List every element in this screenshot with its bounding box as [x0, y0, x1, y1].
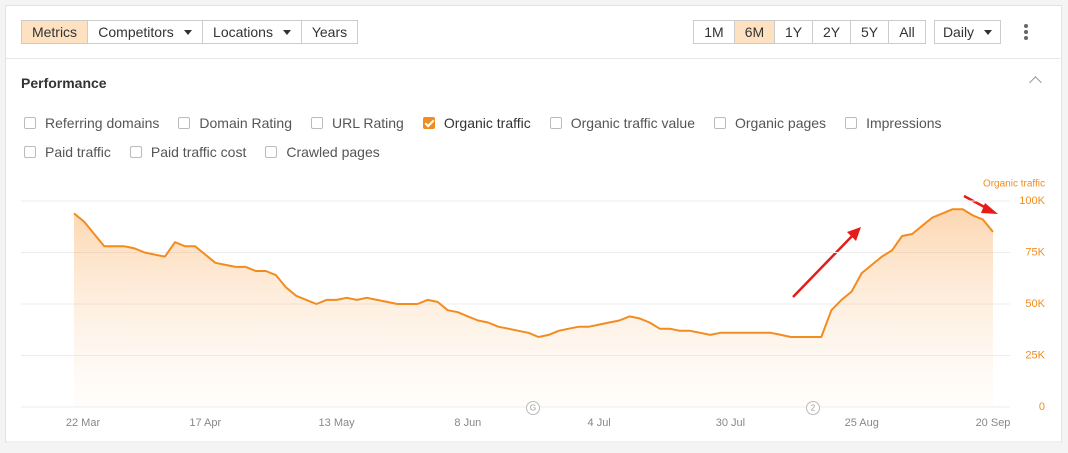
metric-checkbox[interactable]: Organic traffic value	[549, 114, 695, 132]
panel-title: Performance	[21, 75, 107, 91]
checkbox-label: Paid traffic	[45, 144, 111, 160]
dot	[1024, 36, 1028, 40]
checkbox-box	[129, 146, 142, 158]
checkbox-label: Referring domains	[45, 115, 160, 131]
checkbox-label: URL Rating	[332, 115, 404, 131]
checkbox-box	[265, 146, 278, 158]
checkbox-box	[178, 117, 191, 129]
dot	[1024, 24, 1028, 28]
y-tick-label: 25K	[1025, 349, 1045, 361]
checkbox-box	[845, 117, 858, 129]
tab-label: Years	[311, 24, 348, 40]
y-tick-label: 75K	[1025, 246, 1045, 258]
range-button[interactable]: 2Y	[812, 20, 851, 44]
x-tick-label: 30 Jul	[716, 417, 745, 429]
y-tick-label: 0	[1039, 401, 1045, 413]
interval-dropdown[interactable]: Daily	[934, 20, 1001, 44]
interval-label: Daily	[942, 24, 975, 40]
y-axis-title: Organic traffic	[983, 179, 1045, 190]
event-marker	[806, 401, 820, 415]
range-label: 1Y	[784, 24, 803, 40]
metric-checkbox[interactable]: Paid traffic cost	[129, 143, 247, 161]
tab-button[interactable]: Locations	[202, 20, 302, 44]
x-tick-label: 17 Apr	[189, 417, 221, 429]
checkbox-box	[24, 117, 36, 129]
range-button[interactable]: 5Y	[850, 20, 889, 44]
x-tick-label: 25 Aug	[845, 417, 879, 429]
metric-checkbox[interactable]: Crawled pages	[265, 143, 380, 161]
tab-button[interactable]: Years	[301, 20, 358, 44]
y-tick-label: 50K	[1025, 298, 1045, 310]
checkbox-label: Domain Rating	[199, 115, 292, 131]
dropdown-caret	[282, 29, 291, 35]
separator	[6, 58, 1060, 59]
y-tick-label: 100K	[1019, 195, 1045, 207]
tab-button[interactable]: Competitors	[87, 20, 203, 44]
checkbox-label: Organic traffic	[443, 115, 531, 131]
tab-button[interactable]: Metrics	[21, 20, 88, 44]
tab-label: Metrics	[31, 24, 78, 40]
checkbox-box	[714, 117, 726, 129]
range-label: 2Y	[822, 24, 841, 40]
event-marker-label: G	[530, 404, 536, 413]
range-label: 5Y	[860, 24, 879, 40]
metric-checkbox[interactable]: Domain Rating	[178, 114, 292, 132]
x-tick-label: 22 Mar	[66, 417, 101, 429]
metric-checkbox[interactable]: Organic traffic	[422, 114, 531, 132]
range-button[interactable]: 1Y	[774, 20, 813, 44]
checkbox-box	[549, 117, 562, 129]
range-button[interactable]: 1M	[693, 20, 735, 44]
metric-checkbox[interactable]: Paid traffic	[24, 143, 111, 161]
checkbox-label: Organic pages	[735, 115, 827, 131]
range-label: 1M	[704, 24, 724, 40]
dot	[1024, 30, 1028, 34]
dropdown-caret	[984, 29, 993, 35]
event-marker-label: 2	[811, 404, 816, 413]
range-button[interactable]: 6M	[734, 20, 775, 44]
dropdown-caret	[183, 29, 192, 35]
annotation-arrowhead	[981, 203, 998, 214]
line	[73, 208, 994, 338]
metric-checkbox[interactable]: URL Rating	[311, 114, 404, 132]
range-label: All	[899, 24, 915, 40]
checkbox-box	[24, 146, 36, 158]
event-marker	[526, 401, 540, 415]
checkbox-box	[311, 117, 323, 129]
more-menu[interactable]	[1024, 24, 1028, 40]
metric-checkbox[interactable]: Organic pages	[714, 114, 826, 132]
checkbox-box	[422, 117, 435, 129]
checkbox-label: Impressions	[866, 115, 942, 131]
annotation-arrowhead	[847, 227, 861, 241]
checkbox-label: Paid traffic cost	[150, 144, 247, 160]
x-tick-label: 20 Sep	[976, 417, 1011, 429]
x-tick-label: 13 May	[319, 417, 356, 429]
metric-checkbox[interactable]: Referring domains	[24, 114, 159, 132]
x-tick-label: 8 Jun	[454, 417, 481, 429]
annotation-arrow	[792, 232, 856, 298]
metric-checkboxes: Referring domains Domain Rating URL Rating…	[24, 114, 1034, 161]
range-button[interactable]: All	[888, 20, 926, 44]
x-tick-label: 4 Jul	[588, 417, 611, 429]
checkbox-label: Organic traffic value	[570, 115, 695, 131]
area-fill	[74, 209, 993, 407]
tab-label: Competitors	[98, 24, 174, 40]
range-label: 6M	[744, 24, 765, 40]
tab-label: Locations	[213, 24, 273, 40]
metric-checkbox[interactable]: Impressions	[845, 114, 942, 132]
checkbox-label: Crawled pages	[286, 144, 380, 160]
